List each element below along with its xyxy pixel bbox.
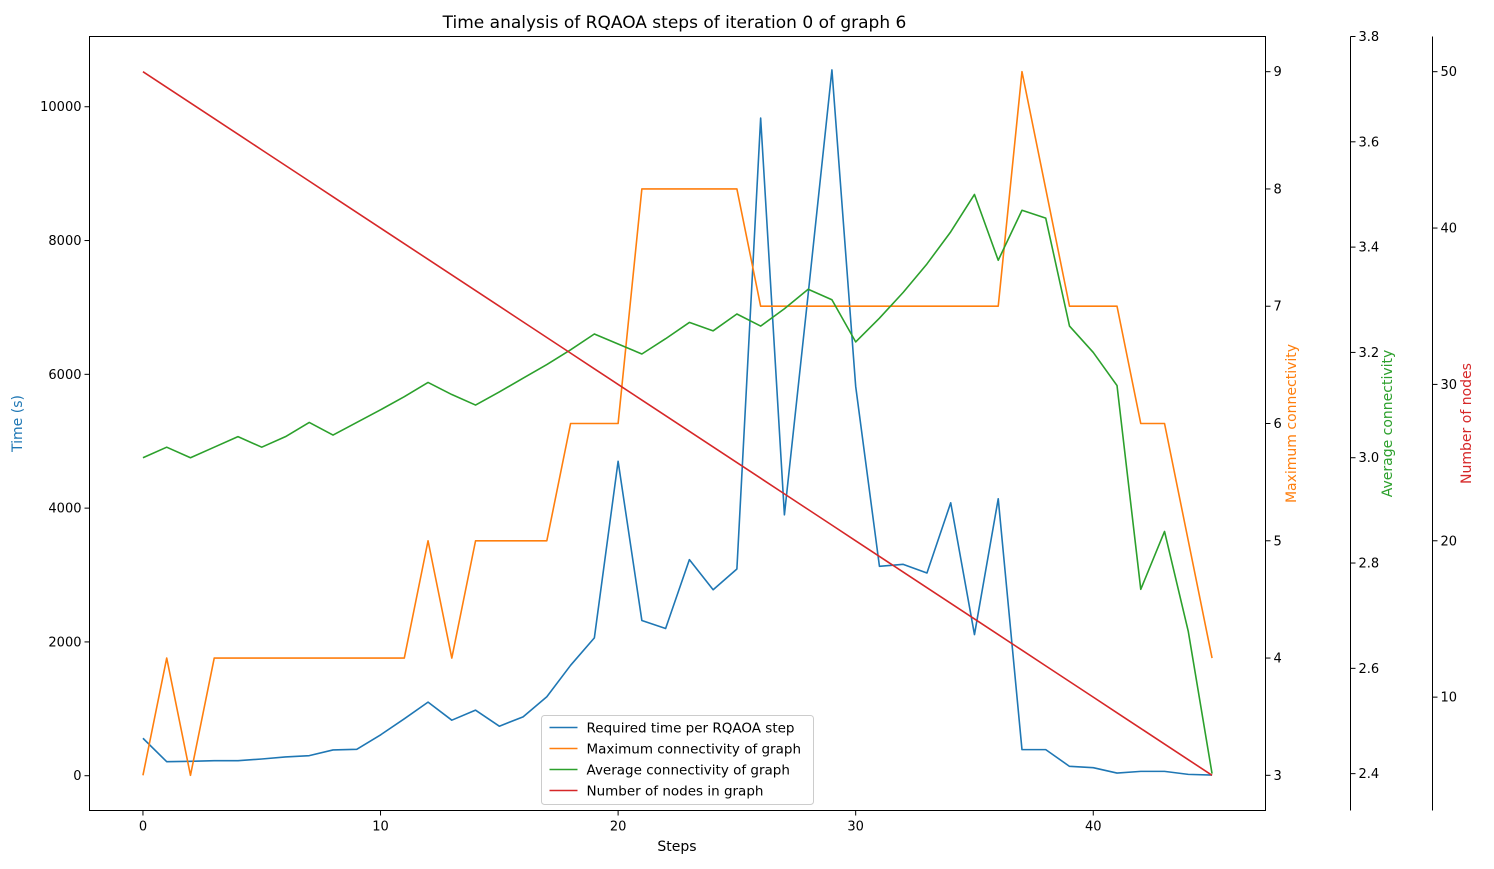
avgconn-tick-label: 2.4 xyxy=(1359,767,1380,782)
maxconn-tick-label: 5 xyxy=(1274,534,1282,549)
nodes-axis-label: Number of nodes xyxy=(1459,363,1475,484)
avgconn-tick-label: 2.8 xyxy=(1359,557,1380,572)
legend-entry: Average connectivity of graph xyxy=(587,763,790,779)
avgconn-tick-label: 3.2 xyxy=(1359,346,1380,361)
nodes-tick-label: 50 xyxy=(1441,65,1458,80)
avgconn-tick-label: 3.6 xyxy=(1359,135,1380,150)
avgconn-tick-label: 3.8 xyxy=(1359,30,1380,45)
maxconn-tick-label: 4 xyxy=(1274,652,1282,667)
x-axis: 0 10 20 30 40 xyxy=(139,810,1102,835)
maxconn-tick-label: 3 xyxy=(1274,769,1282,784)
x-tick-label: 10 xyxy=(372,820,389,835)
legend: Required time per RQAOA step Maximum conn… xyxy=(541,715,814,805)
maxconn-tick-label: 7 xyxy=(1274,300,1282,315)
series-line-3 xyxy=(142,193,1213,774)
x-tick-label: 20 xyxy=(610,820,627,835)
nodes-tick-label: 30 xyxy=(1441,378,1458,393)
series-line-4 xyxy=(142,71,1213,776)
avgconn-tick-label: 3.4 xyxy=(1359,241,1380,256)
time-tick-label: 6000 xyxy=(48,368,81,383)
maxconn-axis-label: Maximum connectivity xyxy=(1284,344,1300,503)
avgconn-axis-label: Average connectivity xyxy=(1380,350,1396,498)
plot-lines xyxy=(142,69,1213,777)
time-tick-label: 4000 xyxy=(48,502,81,517)
maxconn-tick-label: 6 xyxy=(1274,417,1282,432)
maxconn-tick-label: 8 xyxy=(1274,182,1282,197)
y-axes: 0 2000 4000 6000 8000 10000 Time (s) 3 4 5 6 7 8 9 Max… xyxy=(10,30,1475,811)
x-tick-label: 30 xyxy=(847,820,864,835)
x-tick-label: 40 xyxy=(1085,820,1102,835)
time-tick-label: 0 xyxy=(73,769,81,784)
nodes-tick-label: 40 xyxy=(1441,222,1458,237)
nodes-tick-label: 10 xyxy=(1441,691,1458,706)
legend-entry: Maximum connectivity of graph xyxy=(587,742,802,758)
series-line-2 xyxy=(142,70,1213,777)
maxconn-tick-label: 9 xyxy=(1274,65,1282,80)
series-line-1 xyxy=(142,69,1213,776)
time-tick-label: 2000 xyxy=(48,635,81,650)
chart-title: Time analysis of RQAOA steps of iteratio… xyxy=(442,13,907,33)
legend-entry: Number of nodes in graph xyxy=(587,784,764,800)
legend-entry: Required time per RQAOA step xyxy=(587,721,795,737)
avgconn-tick-label: 2.6 xyxy=(1359,662,1380,677)
time-tick-label: 8000 xyxy=(48,234,81,249)
legend-box xyxy=(541,715,814,805)
x-axis-label: Steps xyxy=(657,839,696,855)
time-axis-label: Time (s) xyxy=(10,395,26,453)
time-tick-label: 10000 xyxy=(40,100,81,115)
nodes-tick-label: 20 xyxy=(1441,534,1458,549)
x-tick-label: 0 xyxy=(139,820,147,835)
avgconn-tick-label: 3.0 xyxy=(1359,451,1380,466)
